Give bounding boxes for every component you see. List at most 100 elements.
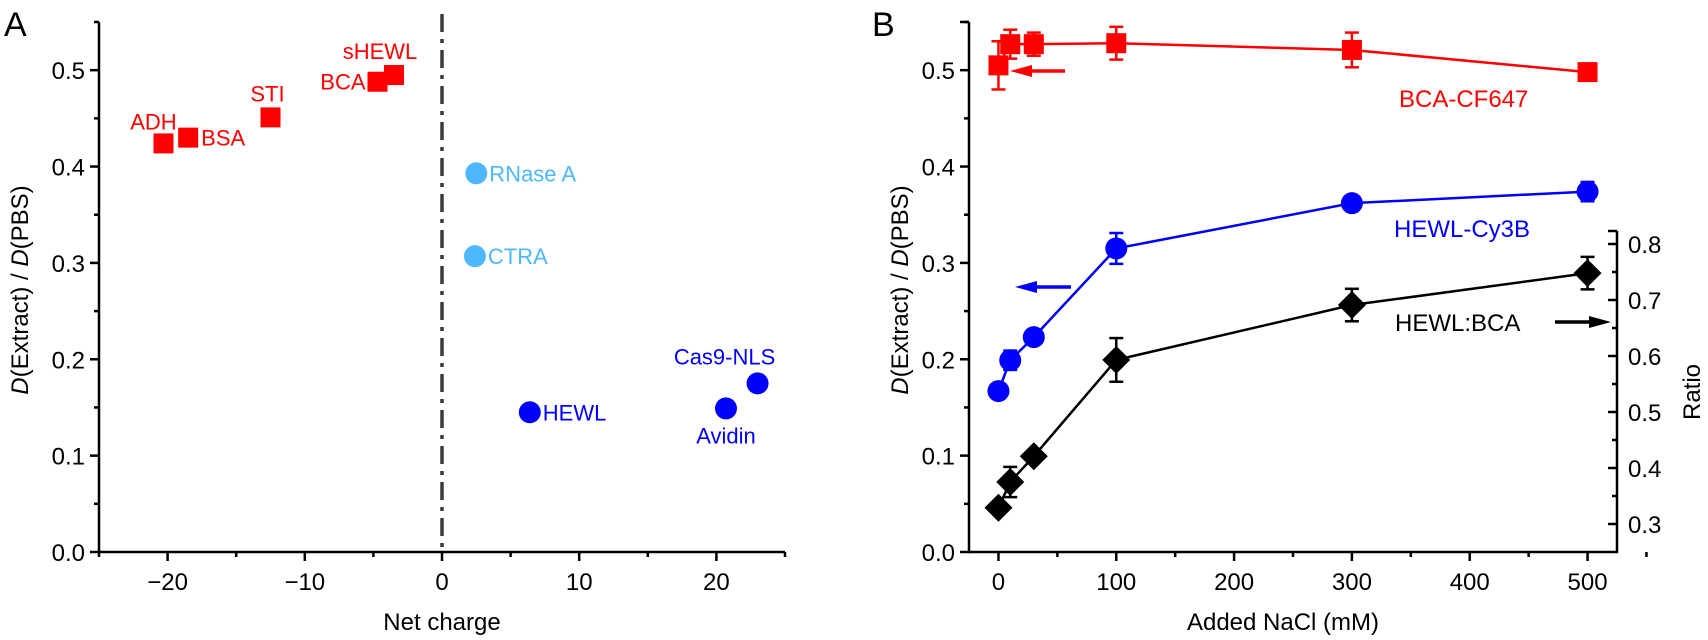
right-y-tick-label: 0.4 bbox=[1628, 456, 1661, 483]
diamond-marker bbox=[1573, 259, 1602, 288]
ylabel-part: (PBS) bbox=[7, 185, 34, 249]
series-label-hewl-bca: HEWL:BCA bbox=[1395, 310, 1520, 337]
x-tick-label: 100 bbox=[1096, 569, 1136, 596]
y-tick-label: 0.4 bbox=[922, 155, 955, 182]
point-label: Avidin bbox=[696, 423, 756, 448]
data-point bbox=[1105, 231, 1128, 266]
data-point bbox=[1340, 192, 1363, 215]
data-point bbox=[1000, 28, 1021, 60]
panel-a-y-axis-label: D(Extract) / D(PBS) bbox=[7, 185, 34, 394]
panel-b-x-axis-label: Added NaCl (mM) bbox=[1187, 609, 1379, 636]
circle-marker bbox=[715, 397, 738, 420]
x-tick-label: 400 bbox=[1450, 569, 1490, 596]
right-y-tick-label: 0.7 bbox=[1628, 288, 1661, 315]
y-tick-label: 0.2 bbox=[52, 347, 85, 374]
y-tick-label: 0.3 bbox=[52, 251, 85, 278]
square-marker bbox=[153, 133, 174, 154]
data-point-shewl: sHEWL bbox=[343, 39, 418, 85]
data-point bbox=[1102, 336, 1131, 384]
x-tick-label: 0 bbox=[435, 569, 448, 596]
data-point bbox=[999, 349, 1022, 372]
data-point bbox=[1573, 255, 1602, 291]
panel-a-label: A bbox=[4, 6, 27, 44]
data-point-avidin: Avidin bbox=[696, 397, 756, 448]
square-marker bbox=[383, 65, 404, 85]
square-marker bbox=[1106, 33, 1127, 54]
circle-marker bbox=[1022, 326, 1045, 349]
x-tick-label: 300 bbox=[1332, 569, 1372, 596]
arrow-head bbox=[1015, 281, 1037, 293]
point-label: ADH bbox=[130, 109, 176, 134]
x-tick-label: −20 bbox=[147, 569, 188, 596]
data-point bbox=[1577, 62, 1598, 83]
right-y-tick-label: 0.3 bbox=[1628, 512, 1661, 539]
point-label: HEWL bbox=[543, 400, 607, 425]
x-tick-label: 200 bbox=[1214, 569, 1254, 596]
ylabel-part: D bbox=[887, 249, 914, 266]
y-tick-label: 0.2 bbox=[922, 347, 955, 374]
ylabel-part: (Extract) / bbox=[7, 267, 34, 378]
ylabel-part: D bbox=[7, 377, 34, 394]
point-label: STI bbox=[250, 81, 284, 106]
point-label: RNase A bbox=[489, 161, 576, 186]
point-label: CTRA bbox=[488, 244, 548, 269]
panel-b-markers bbox=[984, 25, 1602, 522]
y-tick-label: 0.3 bbox=[922, 251, 955, 278]
series-label-bca-cf647: BCA-CF647 bbox=[1399, 86, 1528, 113]
circle-marker bbox=[1105, 237, 1128, 260]
data-point-bsa: BSA bbox=[178, 126, 246, 151]
panel-a-axes: 0.0 0.1 0.2 0.3 0.4 0.5 −20 −10 0 10 20 bbox=[52, 20, 787, 596]
y-tick-label: 0.1 bbox=[52, 444, 85, 471]
data-point-hewl: HEWL bbox=[518, 400, 607, 425]
data-point-bca: BCA bbox=[320, 70, 388, 95]
left-axis-arrow-red bbox=[1010, 65, 1065, 77]
square-marker bbox=[260, 107, 281, 128]
circle-marker bbox=[1340, 192, 1363, 215]
square-marker bbox=[367, 71, 388, 92]
y-tick-label: 0.5 bbox=[52, 58, 85, 85]
right-y-tick-label: 0.8 bbox=[1628, 232, 1661, 259]
ylabel-part: (PBS) bbox=[887, 185, 914, 249]
data-point bbox=[1106, 25, 1127, 61]
x-tick-label: 0 bbox=[992, 569, 1005, 596]
y-tick-label: 0.0 bbox=[922, 540, 955, 567]
x-tick-label: 10 bbox=[566, 569, 593, 596]
point-label: BCA bbox=[320, 70, 366, 95]
x-tick-label: 20 bbox=[703, 569, 730, 596]
series-line-hewl-bca bbox=[997, 271, 1588, 509]
data-point-cas9-nls: Cas9-NLS bbox=[674, 344, 775, 395]
data-point bbox=[1023, 31, 1044, 57]
data-point-sti: STI bbox=[250, 81, 285, 128]
ylabel-part: (Extract) / bbox=[887, 267, 914, 378]
diamond-marker bbox=[1102, 345, 1131, 374]
series-line-bca-cf647 bbox=[997, 41, 1588, 74]
data-point bbox=[1022, 326, 1045, 349]
right-y-tick-label: 0.5 bbox=[1628, 400, 1661, 427]
data-point-ctra: CTRA bbox=[463, 244, 548, 269]
square-marker bbox=[178, 127, 199, 148]
circle-marker bbox=[746, 372, 769, 395]
x-tick-label: 500 bbox=[1568, 569, 1608, 596]
circle-marker bbox=[999, 349, 1022, 372]
y-tick-label: 0.0 bbox=[52, 540, 85, 567]
circle-marker bbox=[518, 401, 541, 424]
square-marker bbox=[1000, 34, 1021, 55]
panel-a: A 0.0 0.1 0.2 0.3 0.4 0.5 −20 −10 0 10 20 ADH BSAST… bbox=[4, 6, 787, 636]
panel-b: B 0.00.10.20.30.40.50 100 200 300 400 5000.30… bbox=[872, 6, 1706, 636]
point-label: BSA bbox=[201, 126, 245, 151]
right-y-tick-label: 0.6 bbox=[1628, 344, 1661, 371]
ylabel-part: D bbox=[887, 377, 914, 394]
x-tick-label: −10 bbox=[284, 569, 325, 596]
left-axis-arrow-blue bbox=[1015, 281, 1071, 293]
data-point bbox=[1576, 180, 1599, 203]
circle-marker bbox=[1576, 180, 1599, 203]
square-marker bbox=[1341, 39, 1362, 60]
point-label: sHEWL bbox=[343, 39, 418, 64]
panel-b-y-axis-label: D(Extract) / D(PBS) bbox=[887, 185, 914, 394]
y-tick-label: 0.5 bbox=[922, 58, 955, 85]
panel-b-right-axis-label: Ratio bbox=[1679, 364, 1706, 420]
arrow-head bbox=[1010, 65, 1032, 77]
circle-marker bbox=[465, 162, 488, 185]
